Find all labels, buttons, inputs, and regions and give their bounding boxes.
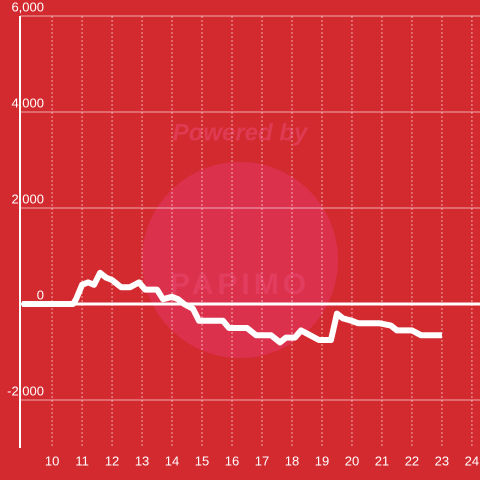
- x-tick-label: 13: [135, 453, 149, 468]
- x-tick-label: 14: [165, 453, 179, 468]
- y-tick-label: 2,000: [11, 191, 44, 206]
- x-tick-label: 22: [405, 453, 419, 468]
- x-tick-label: 17: [255, 453, 269, 468]
- x-tick-label: 20: [345, 453, 359, 468]
- x-tick-label: 24: [465, 453, 479, 468]
- x-tick-label: 11: [75, 453, 89, 468]
- watermark-logo: PAPIMO: [170, 268, 310, 301]
- x-tick-label: 10: [45, 453, 59, 468]
- x-tick-label: 12: [105, 453, 119, 468]
- x-tick-label: 19: [315, 453, 329, 468]
- x-tick-label: 15: [195, 453, 209, 468]
- y-tick-label: 6,000: [11, 0, 44, 14]
- x-tick-label: 18: [285, 453, 299, 468]
- x-tick-label: 23: [435, 453, 449, 468]
- y-tick-label: -2,000: [7, 383, 44, 398]
- y-tick-label: 0: [37, 287, 44, 302]
- x-tick-label: 16: [225, 453, 239, 468]
- x-tick-label: 21: [375, 453, 389, 468]
- watermark-text: Powered by: [173, 119, 309, 146]
- y-tick-label: 4,000: [11, 95, 44, 110]
- data-line: [22, 269, 442, 346]
